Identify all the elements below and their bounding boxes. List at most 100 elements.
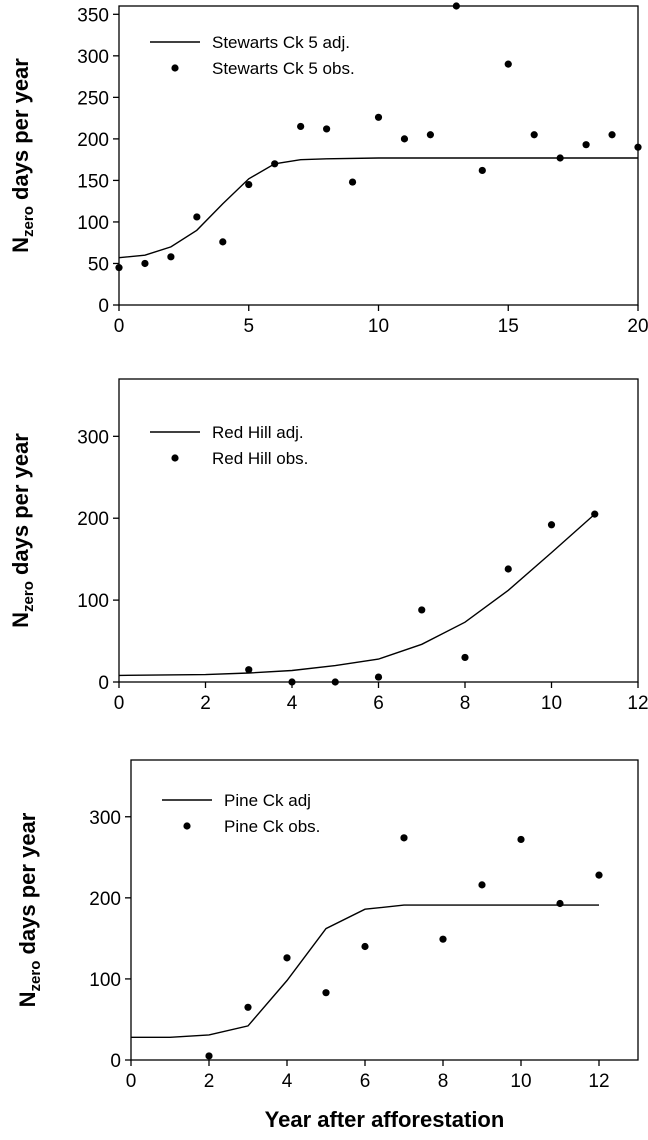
x-tick-label: 20 [627, 316, 648, 337]
data-point [418, 606, 426, 614]
y-tick-label: 250 [77, 88, 109, 109]
legend-point-label: Stewarts Ck 5 obs. [212, 59, 355, 78]
data-point [245, 666, 253, 674]
data-point [504, 60, 512, 68]
data-point [595, 871, 603, 879]
data-point [374, 673, 383, 681]
data-point [348, 178, 357, 186]
y-tick-label: 0 [98, 673, 109, 694]
x-tick-label: 2 [204, 1071, 215, 1092]
y-axis-label-rest: days per year [15, 812, 40, 960]
x-tick-label: 12 [588, 1071, 609, 1092]
data-point [288, 678, 296, 686]
series-line-1 [118, 157, 638, 259]
y-tick-label: 200 [77, 130, 109, 151]
data-point [452, 2, 460, 10]
y-axis-label: Nzero days per year [8, 433, 37, 628]
y-tick-label: 0 [110, 1051, 121, 1072]
x-tick-label: 5 [243, 316, 254, 337]
y-axis-label-main: N [15, 991, 40, 1007]
y-tick-label: 0 [98, 296, 109, 317]
chart-panel-2: 0 2 4 6 8 10 12 0 100 200 300 Nzero days per year Re… [8, 378, 648, 714]
data-point [297, 122, 305, 131]
series-line-1 [118, 513, 596, 677]
legend: Stewarts Ck 5 adj. Stewarts Ck 5 obs. [150, 33, 355, 78]
y-axis-label-main: N [8, 237, 33, 253]
data-point [322, 989, 330, 997]
plot-frame [130, 759, 639, 1061]
legend-point-label: Pine Ck obs. [224, 817, 320, 836]
data-point [374, 113, 383, 121]
y-tick-label: 300 [89, 808, 121, 829]
data-point [608, 131, 616, 139]
data-point [167, 253, 175, 261]
data-point [547, 521, 556, 529]
data-point [205, 1052, 213, 1060]
y-axis-label-rest: days per year [8, 433, 33, 581]
x-tick-label: 10 [368, 316, 389, 337]
data-point [582, 141, 590, 149]
y-tick-label: 300 [77, 47, 109, 68]
data-point [245, 180, 253, 189]
legend: Red Hill adj. Red Hill obs. [150, 423, 308, 468]
data-point [361, 942, 369, 951]
y-tick-label: 100 [77, 213, 109, 234]
data-point [400, 834, 408, 842]
legend-line-label: Red Hill adj. [212, 423, 304, 442]
x-tick-label: 0 [114, 316, 125, 337]
y-axis-label: Nzero days per year [8, 58, 37, 253]
data-point [439, 935, 447, 943]
y-tick-label: 300 [77, 427, 109, 448]
y-axis-label-subscript: zero [27, 961, 44, 992]
x-tick-label: 6 [360, 1071, 371, 1092]
y-tick-label: 100 [89, 970, 121, 991]
x-tick-label: 0 [114, 693, 125, 714]
x-tick-label: 10 [541, 693, 562, 714]
data-point [530, 131, 538, 139]
data-point [219, 238, 227, 246]
x-tick-label: 4 [282, 1071, 293, 1092]
x-tick-label: 4 [287, 693, 298, 714]
data-point [591, 510, 599, 518]
data-point [556, 899, 564, 908]
data-point [323, 125, 331, 133]
y-axis-label-rest: days per year [8, 58, 33, 206]
legend-point-swatch [171, 64, 179, 72]
data-point [426, 131, 434, 139]
data-point [634, 143, 642, 151]
data-point [331, 678, 339, 686]
x-tick-label: 15 [498, 316, 519, 337]
data-point [400, 135, 409, 143]
data-point [244, 1003, 252, 1011]
x-axis-label: Year after afforestation [265, 1107, 505, 1132]
y-tick-label: 100 [77, 591, 109, 612]
legend-line-label: Stewarts Ck 5 adj. [212, 33, 350, 52]
x-tick-label: 6 [373, 693, 384, 714]
x-tick-label: 2 [200, 693, 211, 714]
x-tick-label: 0 [126, 1071, 137, 1092]
x-tick-label: 8 [438, 1071, 449, 1092]
x-tick-label: 10 [510, 1071, 531, 1092]
data-point [193, 213, 201, 221]
y-axis-label-main: N [8, 612, 33, 628]
data-point [478, 881, 486, 889]
y-tick-label: 200 [77, 509, 109, 530]
data-point [556, 154, 564, 162]
legend-point-swatch [171, 454, 179, 462]
legend-point-swatch [183, 822, 191, 830]
y-tick-label: 350 [77, 5, 109, 26]
legend-point-label: Red Hill obs. [212, 449, 308, 468]
plot-frame [118, 378, 639, 683]
y-tick-label: 150 [77, 171, 109, 192]
y-axis-label-subscript: zero [20, 206, 37, 237]
data-point [517, 835, 525, 844]
data-point [115, 264, 123, 272]
data-point [141, 259, 149, 268]
data-point [271, 160, 279, 168]
y-tick-label: 50 [88, 254, 109, 275]
chart-panel-3: 0 2 4 6 8 10 12 0 100 200 300 Nzero days per year Ye… [15, 759, 639, 1132]
x-tick-label: 12 [627, 693, 648, 714]
series-line-1 [131, 904, 599, 1039]
